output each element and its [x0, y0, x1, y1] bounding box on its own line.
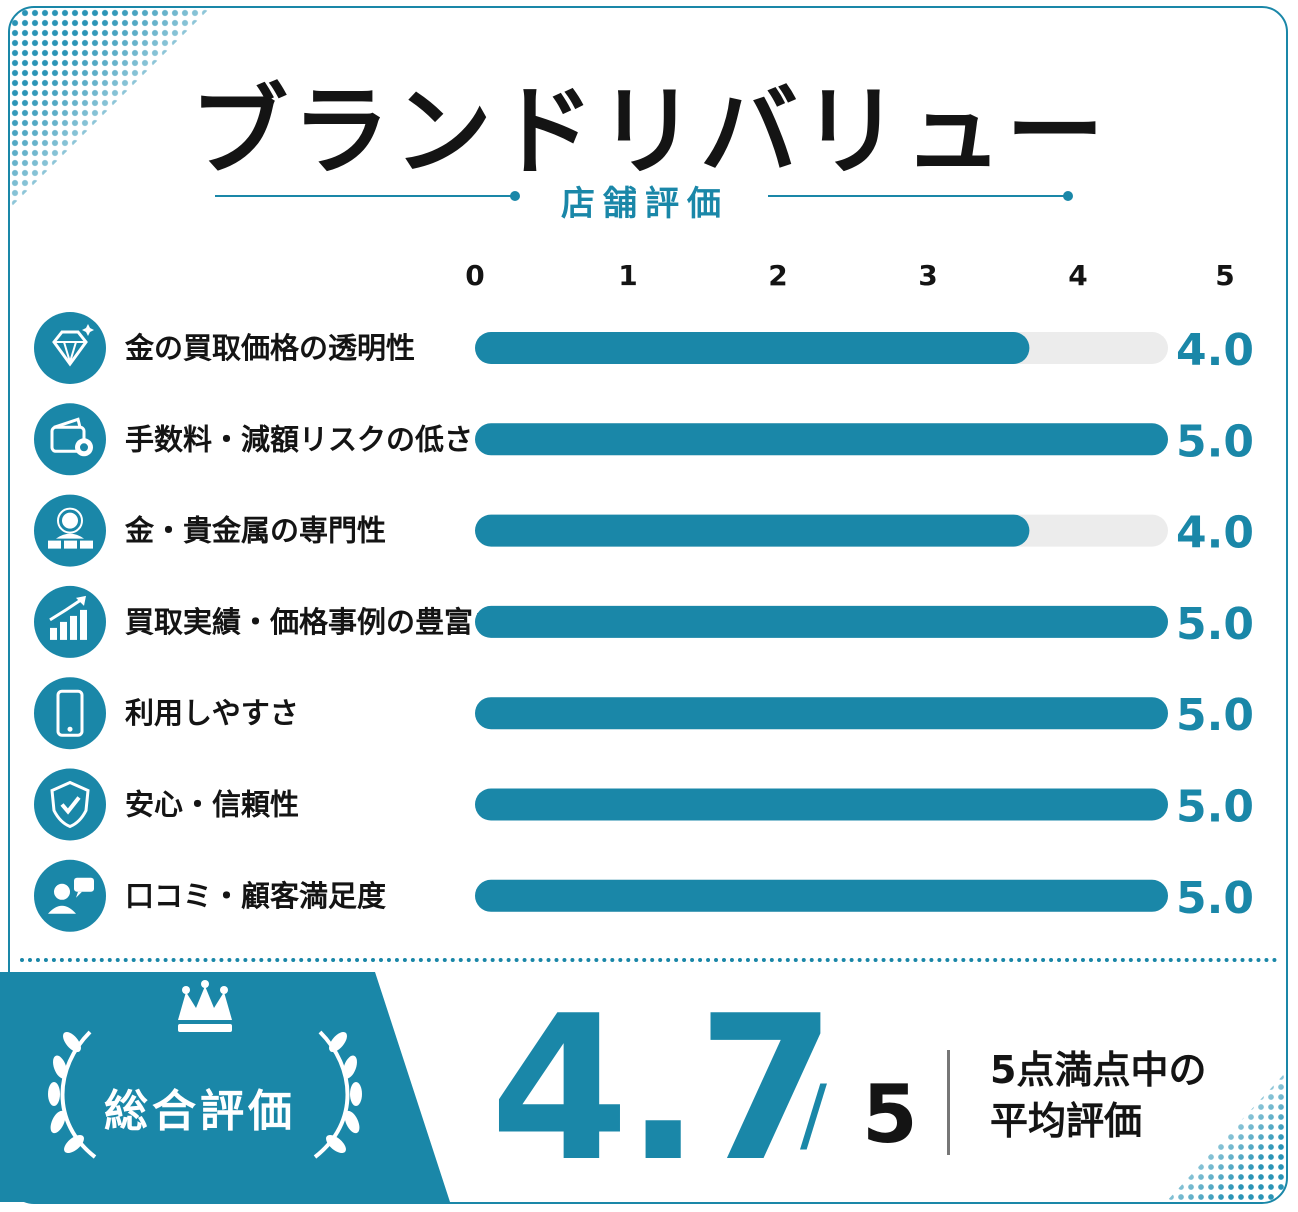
wallet-icon — [50, 417, 93, 457]
data-label: 5.0 — [1176, 873, 1254, 924]
subtitle-rule-left — [215, 191, 520, 201]
page-subtitle: 店舗評価 — [561, 184, 729, 224]
category-icon-badge — [34, 859, 106, 932]
data-label: 5.0 — [1176, 782, 1254, 833]
category-icon-badge — [34, 494, 106, 567]
bar — [475, 788, 1168, 821]
axis-tick-label: 0 — [465, 259, 484, 292]
category-label: 金の買取価格の透明性 — [124, 331, 415, 365]
category-label: 安心・信頼性 — [125, 788, 299, 822]
summary-separator — [947, 1050, 950, 1155]
bar — [475, 514, 1030, 547]
axis-tick-label: 5 — [1215, 259, 1234, 292]
score-max: 5 — [862, 1068, 918, 1161]
axis-tick-label: 4 — [1068, 259, 1087, 292]
score-note-line1: 5点満点中の — [990, 1048, 1207, 1092]
crown-icon — [178, 980, 232, 1032]
category-icon-badge — [34, 312, 106, 384]
bar — [475, 332, 1030, 364]
smartphone-icon — [56, 689, 84, 737]
category-label: 口コミ・顧客満足度 — [125, 879, 386, 913]
data-label: 4.0 — [1176, 508, 1254, 559]
category-icon-badge — [34, 677, 106, 750]
expert-icon — [48, 507, 93, 549]
data-label: 5.0 — [1176, 690, 1254, 741]
subtitle-rule-right — [768, 191, 1073, 201]
axis-tick-label: 2 — [768, 259, 787, 292]
bar — [475, 605, 1168, 638]
data-label: 4.0 — [1176, 325, 1254, 376]
overall-score: 4.7 — [490, 973, 836, 1206]
score-note-line2: 平均評価 — [990, 1099, 1143, 1144]
category-label: 買取実績・価格事例の豊富さ — [125, 605, 502, 639]
axis-tick-label: 3 — [918, 259, 937, 292]
rating-bar-chart: 0 1 2 3 4 5 金の買取価格の透明性 4.0 手数料・減額リスクの低さ 5.0 金・貴… — [34, 259, 1254, 932]
bar — [475, 697, 1168, 730]
laurel-wreath-icon — [48, 1030, 362, 1159]
axis-tick-label: 1 — [618, 259, 637, 292]
category-icon-badge — [34, 403, 106, 476]
bar — [475, 879, 1168, 912]
category-label: 手数料・減額リスクの低さ — [125, 422, 473, 456]
page-title: ブランドリバリュー — [189, 75, 1108, 189]
customer-chat-icon — [48, 877, 94, 914]
summary-decoration — [48, 980, 362, 1159]
score-note: 5点満点中の 平均評価 — [990, 1045, 1250, 1148]
bar — [475, 423, 1168, 456]
score-slash: / — [800, 1068, 827, 1161]
category-label: 利用しやすさ — [125, 696, 299, 730]
growth-chart-icon — [49, 595, 87, 640]
data-label: 5.0 — [1176, 599, 1254, 650]
diamond-icon — [52, 324, 94, 367]
shield-check-icon — [50, 780, 90, 829]
data-label: 5.0 — [1176, 416, 1254, 467]
section-divider — [20, 958, 1278, 962]
category-icon-badge — [34, 768, 106, 841]
category-label: 金・貴金属の専門性 — [124, 514, 386, 548]
summary-label: 総合評価 — [104, 1086, 296, 1137]
